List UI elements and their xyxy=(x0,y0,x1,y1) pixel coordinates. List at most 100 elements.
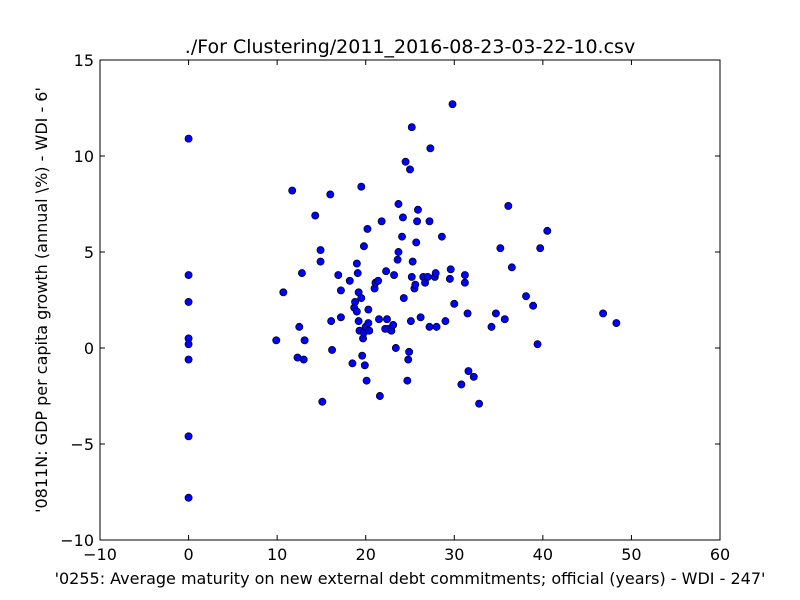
data-point xyxy=(318,397,327,406)
data-point xyxy=(406,317,415,326)
data-point xyxy=(326,190,335,199)
y-tick-label: −5 xyxy=(70,435,94,454)
data-point xyxy=(375,392,384,400)
data-point xyxy=(425,322,434,331)
data-point xyxy=(364,305,373,314)
data-point xyxy=(398,232,406,241)
data-point xyxy=(394,200,403,208)
data-point xyxy=(382,267,391,276)
x-tick-label: 40 xyxy=(533,545,553,564)
data-point xyxy=(612,319,621,327)
data-point xyxy=(279,288,288,297)
data-point xyxy=(529,301,538,310)
data-point xyxy=(334,271,343,279)
data-point xyxy=(414,205,422,214)
data-point xyxy=(464,367,473,375)
data-point xyxy=(411,280,420,289)
data-point xyxy=(327,317,336,326)
data-point xyxy=(405,347,414,356)
data-point xyxy=(360,361,369,370)
data-point xyxy=(423,273,432,281)
x-tick-label: 20 xyxy=(356,545,376,564)
x-tick-label: 60 xyxy=(710,545,730,564)
data-point xyxy=(441,317,450,326)
y-axis-ticks: −10 −5 0 5 10 15 xyxy=(60,51,720,550)
x-tick-label: −10 xyxy=(83,545,117,564)
data-points xyxy=(184,100,621,502)
data-point xyxy=(412,238,421,247)
data-point xyxy=(336,313,345,322)
data-point xyxy=(357,294,366,303)
data-point xyxy=(496,244,505,253)
data-point xyxy=(394,248,403,256)
data-point xyxy=(300,336,309,345)
data-point xyxy=(184,134,193,143)
data-point xyxy=(426,144,435,153)
data-point xyxy=(398,213,407,222)
data-point xyxy=(446,265,455,274)
data-point xyxy=(504,201,513,210)
data-point xyxy=(404,355,413,364)
data-point xyxy=(375,315,383,324)
data-point xyxy=(432,322,441,331)
y-tick-label: 10 xyxy=(74,147,94,166)
data-point xyxy=(363,225,372,233)
data-point xyxy=(358,351,367,360)
data-point xyxy=(460,278,469,287)
data-point xyxy=(184,297,193,306)
x-tick-label: 0 xyxy=(183,545,193,564)
data-point xyxy=(437,232,446,241)
data-point xyxy=(328,345,337,354)
data-point xyxy=(348,359,357,368)
data-point xyxy=(507,263,516,272)
data-point xyxy=(297,269,306,278)
data-point xyxy=(345,276,354,285)
chart-title: ./For Clustering/2011_2016-08-23-03-22-1… xyxy=(185,36,635,58)
data-point xyxy=(431,269,440,278)
data-point xyxy=(352,259,361,268)
data-point xyxy=(288,186,297,195)
data-point xyxy=(389,321,398,329)
data-point xyxy=(184,432,193,441)
data-point xyxy=(522,292,530,301)
data-point xyxy=(475,399,484,408)
data-point xyxy=(445,274,454,283)
data-point xyxy=(377,217,386,226)
data-point xyxy=(336,286,345,295)
data-point xyxy=(448,100,457,109)
x-axis-label: '0255: Average maturity on new external … xyxy=(55,569,766,588)
data-point xyxy=(393,255,402,264)
data-point xyxy=(491,309,500,318)
y-tick-label: −10 xyxy=(60,531,94,550)
data-point xyxy=(460,271,469,279)
data-point xyxy=(184,271,193,279)
data-point xyxy=(351,297,360,306)
data-point xyxy=(463,309,472,318)
data-point xyxy=(354,317,363,326)
data-point xyxy=(184,355,193,364)
data-point xyxy=(390,271,399,279)
data-point xyxy=(469,372,478,381)
data-point xyxy=(407,123,416,132)
data-point xyxy=(407,273,416,281)
x-tick-label: 50 xyxy=(621,545,641,564)
data-point xyxy=(533,340,542,349)
data-point xyxy=(487,322,496,331)
x-tick-label: 10 xyxy=(267,545,287,564)
data-point xyxy=(408,257,417,266)
data-point xyxy=(184,340,193,349)
data-point xyxy=(500,315,509,324)
data-point xyxy=(357,182,366,191)
data-point xyxy=(316,246,325,255)
x-axis-ticks: −10 0 10 20 30 40 50 60 xyxy=(83,60,730,564)
data-point xyxy=(364,319,373,327)
data-point xyxy=(416,313,425,322)
data-point xyxy=(457,380,466,389)
data-point xyxy=(374,276,383,285)
data-point xyxy=(316,257,325,266)
x-tick-label: 30 xyxy=(444,545,464,564)
data-point xyxy=(599,309,608,318)
y-axis-label: '0811N: GDP per capita growth (annual \%… xyxy=(32,87,51,513)
data-point xyxy=(399,294,408,303)
